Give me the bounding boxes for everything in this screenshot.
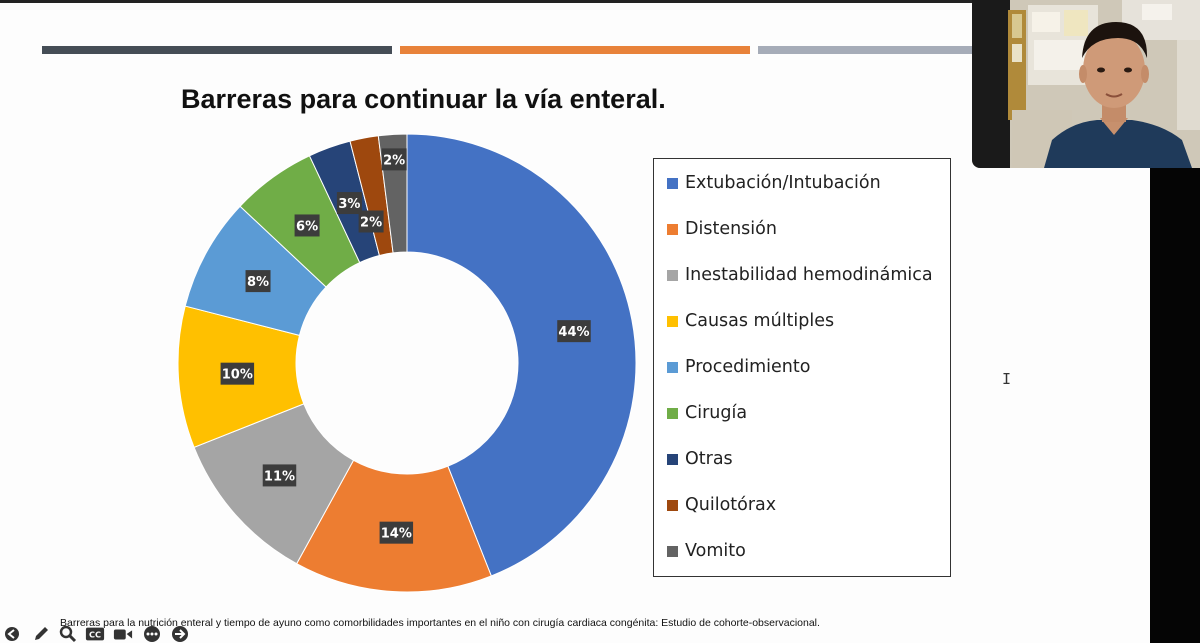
slide-title: Barreras para continuar la vía enteral.	[181, 84, 666, 114]
legend-swatch	[667, 407, 678, 419]
data-label-background	[358, 210, 384, 233]
closed-captions-icon[interactable]: CC	[85, 624, 105, 643]
window-top-edge	[0, 0, 1200, 3]
legend-swatch	[667, 315, 678, 327]
presentation-toolbar: CC	[0, 624, 200, 643]
data-label: 44%	[557, 320, 591, 343]
back-arrow-icon[interactable]	[2, 624, 22, 643]
camera-icon[interactable]	[113, 624, 133, 643]
data-label: 6%	[294, 214, 320, 237]
legend-item: Inestabilidad hemodinámica	[667, 263, 933, 287]
legend-label: Vomito	[685, 541, 746, 561]
data-label-text: 8%	[247, 275, 269, 290]
data-label-text: 10%	[222, 368, 253, 383]
presenter-webcam-thumbnail[interactable]	[972, 0, 1200, 168]
pen-icon[interactable]	[31, 624, 51, 643]
data-label-text: 11%	[264, 469, 295, 484]
zoom-icon[interactable]	[58, 624, 78, 643]
legend-item: Causas múltiples	[667, 309, 834, 333]
decorative-bar-dark	[42, 46, 392, 54]
data-label: 11%	[262, 464, 297, 487]
legend-item: Cirugía	[667, 401, 747, 425]
text-cursor: I	[1002, 370, 1012, 388]
chart-legend: Extubación/Intubación Distensión Inestabil…	[653, 158, 951, 577]
legend-swatch	[667, 177, 678, 189]
data-label-background	[336, 192, 362, 215]
data-label: 2%	[381, 148, 407, 171]
svg-text:CC: CC	[89, 629, 101, 639]
data-label-background	[381, 148, 407, 171]
legend-label: Causas múltiples	[685, 311, 835, 331]
legend-label: Inestabilidad hemodinámica	[685, 265, 933, 285]
legend-item: Procedimiento	[667, 355, 810, 379]
data-label-text: 14%	[381, 527, 412, 542]
donut-chart: 44%14%11%10%8%6%3%2%2%	[177, 133, 637, 593]
more-options-icon[interactable]	[142, 624, 162, 643]
donut-slice	[406, 133, 637, 577]
legend-label: Otras	[685, 449, 733, 469]
slide-footnote: Barreras para la nutrición enteral y tie…	[60, 617, 820, 629]
legend-item: Vomito	[667, 539, 746, 563]
data-label-background	[220, 362, 255, 385]
legend-swatch	[667, 223, 678, 235]
data-label: 10%	[220, 362, 255, 385]
data-label: 3%	[336, 192, 362, 215]
data-label: 2%	[358, 210, 384, 233]
webcam-video-frame	[972, 0, 1200, 168]
data-label-background	[379, 521, 414, 544]
legend-item: Extubación/Intubación	[667, 171, 881, 195]
data-label-text: 2%	[383, 153, 405, 168]
legend-swatch	[667, 499, 678, 511]
data-label-background	[294, 214, 320, 237]
forward-arrow-icon[interactable]	[170, 624, 190, 643]
legend-swatch	[667, 361, 678, 373]
data-label: 14%	[379, 521, 414, 544]
legend-item: Otras	[667, 447, 733, 471]
data-label: 8%	[245, 270, 271, 293]
decorative-bar-orange	[400, 46, 750, 54]
legend-label: Extubación/Intubación	[685, 173, 881, 193]
data-label-text: 2%	[360, 215, 382, 230]
legend-label: Cirugía	[685, 403, 748, 423]
presentation-slide: Barreras para continuar la vía enteral. …	[0, 0, 1150, 643]
data-label-background	[557, 320, 591, 343]
data-label-background	[245, 270, 271, 293]
legend-item: Distensión	[667, 217, 777, 241]
legend-swatch	[667, 545, 678, 557]
data-label-text: 6%	[296, 219, 318, 234]
legend-label: Distensión	[685, 219, 777, 239]
legend-swatch	[667, 269, 678, 281]
legend-label: Procedimiento	[685, 357, 811, 377]
data-label-background	[262, 464, 297, 487]
data-label-text: 44%	[558, 325, 589, 340]
legend-swatch	[667, 453, 678, 465]
decorative-bar-grey	[758, 46, 988, 54]
legend-item: Quilotórax	[667, 493, 776, 517]
legend-label: Quilotórax	[685, 495, 777, 515]
data-label-text: 3%	[338, 197, 360, 212]
